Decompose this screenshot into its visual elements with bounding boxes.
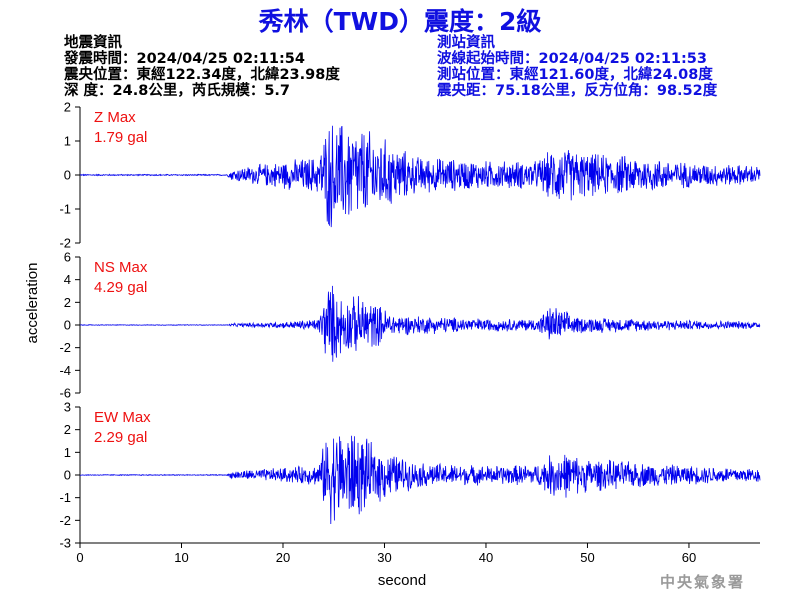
y-tick-label: 0 — [64, 318, 71, 333]
y-tick-label: -2 — [59, 513, 71, 528]
distance-azimuth: 震央距：75.18公里，反方位角：98.52度 — [437, 83, 718, 99]
x-tick-label: 60 — [682, 550, 696, 565]
x-tick-label: 20 — [276, 550, 290, 565]
origin-time: 發震時間：2024/04/25 02:11:54 — [64, 51, 305, 67]
epicenter: 震央位置：東經122.34度，北緯23.98度 — [64, 67, 340, 83]
x-axis-label: second — [378, 572, 426, 589]
y-tick-label: 4 — [64, 272, 71, 287]
y-tick-label: 2 — [64, 100, 71, 115]
max-label-z: Z Max — [94, 109, 136, 126]
chart-title: 秀林（TWD）震度：2級 — [258, 7, 542, 36]
y-tick-label: -1 — [59, 490, 71, 505]
arrival-time: 波線起始時間：2024/04/25 02:11:53 — [437, 51, 707, 67]
max-value-ns: 4.29 gal — [94, 279, 147, 296]
max-label-ew: EW Max — [94, 409, 151, 426]
station-location: 測站位置：東經121.60度，北緯24.08度 — [437, 67, 713, 83]
y-tick-label: -2 — [59, 340, 71, 355]
x-tick-label: 10 — [174, 550, 188, 565]
x-tick-label: 40 — [479, 550, 493, 565]
earthquake-info: 地震資訊 發震時間：2024/04/25 02:11:54 震央位置：東經122… — [64, 35, 340, 99]
station-info: 測站資訊 波線起始時間：2024/04/25 02:11:53 測站位置：東經1… — [437, 35, 717, 99]
depth-magnitude: 深 度：24.8公里，芮氏規模：5.7 — [64, 83, 291, 99]
y-tick-label: -1 — [59, 202, 71, 217]
x-tick-label: 30 — [377, 550, 391, 565]
y-tick-label: -4 — [59, 363, 71, 378]
trace-ew — [79, 435, 761, 525]
y-tick-label: 2 — [64, 422, 71, 437]
y-tick-label: -3 — [59, 536, 71, 551]
trace-z — [79, 125, 761, 228]
y-tick-label: 2 — [64, 295, 71, 310]
credit-text: 中央氣象署 — [660, 573, 745, 591]
y-tick-label: 1 — [64, 445, 71, 460]
x-tick-label: 0 — [76, 550, 83, 565]
y-tick-label: 0 — [64, 168, 71, 183]
max-value-z: 1.79 gal — [94, 129, 147, 146]
y-tick-label: 1 — [64, 134, 71, 149]
max-value-ew: 2.29 gal — [94, 429, 147, 446]
x-tick-label: 50 — [580, 550, 594, 565]
y-tick-label: 0 — [64, 468, 71, 483]
max-label-ns: NS Max — [94, 259, 148, 276]
y-axis-label: acceleration — [24, 263, 41, 344]
y-tick-label: 6 — [64, 250, 71, 265]
station-info-heading: 測站資訊 — [437, 35, 495, 51]
y-tick-label: -2 — [59, 236, 71, 251]
y-tick-label: -6 — [59, 386, 71, 401]
y-tick-label: 3 — [64, 400, 71, 415]
earthquake-info-heading: 地震資訊 — [64, 35, 122, 51]
trace-ns — [79, 285, 761, 362]
